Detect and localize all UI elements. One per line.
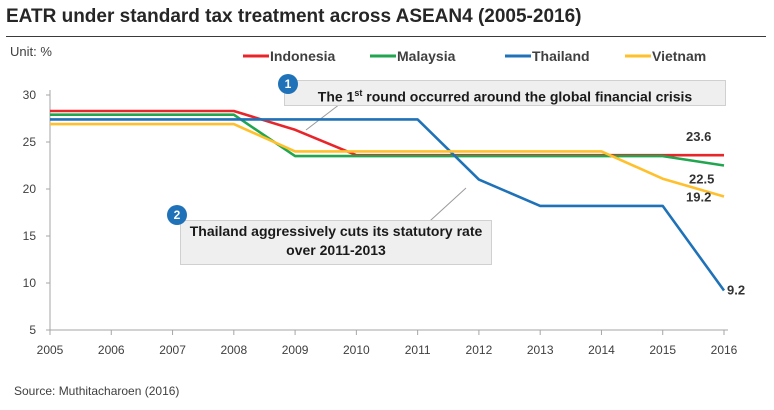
series-line-indonesia	[50, 109, 724, 157]
legend-label-vietnam: Vietnam	[652, 48, 706, 64]
end-label-indonesia: 23.6	[686, 129, 711, 144]
y-tick-label: 10	[23, 276, 37, 290]
y-tick-label: 30	[23, 88, 37, 102]
end-labels: 23.6 22.5 9.2 19.2	[686, 129, 745, 297]
y-tick-label: 25	[23, 135, 37, 149]
annotation-1-text-end: round occurred around the global financi…	[362, 88, 693, 105]
x-tick-label: 2005	[37, 343, 64, 357]
series-line-vietnam	[50, 122, 725, 198]
y-tick-label: 20	[23, 182, 37, 196]
annotation-1-superscript: st	[354, 88, 363, 98]
legend-label-malaysia: Malaysia	[397, 48, 456, 64]
legend: Indonesia Malaysia Thailand Vietnam	[243, 48, 706, 64]
x-tick-label: 2006	[98, 343, 125, 357]
y-tick-label: 5	[29, 323, 36, 337]
title-underline	[6, 36, 766, 37]
y-tick-label: 15	[23, 229, 37, 243]
annotation-leader-lines	[305, 103, 467, 231]
end-label-malaysia: 22.5	[689, 172, 714, 187]
x-tick-label: 2013	[527, 343, 554, 357]
series-lines	[50, 109, 726, 292]
x-tick-label: 2008	[220, 343, 247, 357]
series-line-thailand	[50, 118, 726, 292]
x-tick-label: 2007	[159, 343, 186, 357]
x-tick-label: 2012	[466, 343, 493, 357]
axes: 5 10 15 20 25 30 2005 2006 2007 2008 2009 2010 2011 2…	[23, 88, 738, 357]
annotation-1-leader	[305, 103, 341, 131]
x-tick-label: 2014	[588, 343, 615, 357]
legend-label-thailand: Thailand	[532, 48, 590, 64]
unit-label: Unit: %	[10, 44, 52, 59]
annotation-1-text-start: The 1	[317, 88, 355, 105]
series-line-malaysia	[50, 113, 725, 167]
end-label-vietnam: 19.2	[686, 190, 711, 205]
x-tick-label: 2009	[282, 343, 309, 357]
source-note: Source: Muthitacharoen (2016)	[14, 384, 180, 398]
annotation-1-badge: 1	[278, 74, 298, 94]
x-tick-label: 2011	[405, 343, 431, 357]
end-label-thailand: 9.2	[727, 283, 745, 298]
x-tick-label: 2016	[711, 343, 738, 357]
x-tick-label: 2010	[343, 343, 370, 357]
chart-title: EATR under standard tax treatment across…	[6, 6, 582, 27]
x-tick-label: 2015	[649, 343, 676, 357]
annotation-2-box: Thailand aggressively cuts its statutory…	[180, 220, 492, 265]
annotation-1-box: The 1st round occurred around the global…	[284, 80, 726, 106]
legend-label-indonesia: Indonesia	[270, 48, 336, 64]
annotation-2-badge: 2	[167, 205, 187, 225]
